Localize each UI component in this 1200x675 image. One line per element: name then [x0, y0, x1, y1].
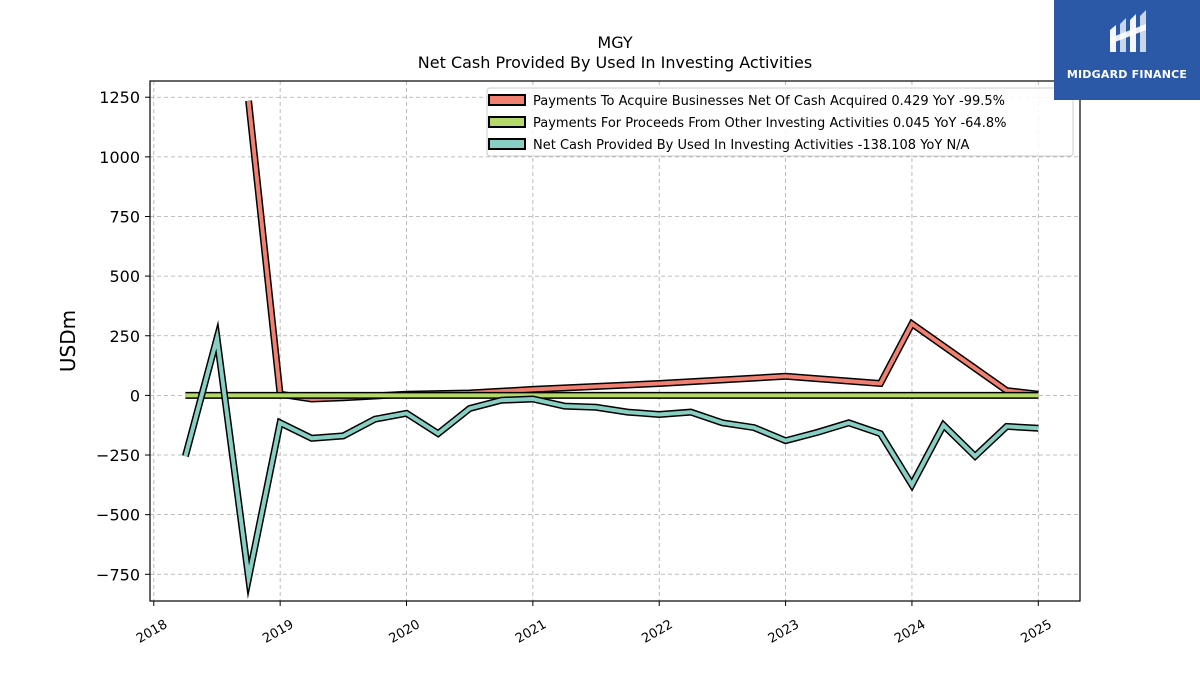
chart-title-line1: MGY	[597, 33, 632, 52]
legend: Payments To Acquire Businesses Net Of Ca…	[486, 87, 1074, 157]
y-tick-label: −500	[96, 506, 140, 525]
series-lines	[182, 100, 1039, 600]
legend-swatch	[488, 94, 526, 106]
legend-swatch	[488, 138, 526, 150]
y-axis-ticks: −750 −500 −250 0 250 500 750 1000 1250	[96, 88, 150, 584]
chart-title-line2: Net Cash Provided By Used In Investing A…	[418, 53, 812, 72]
y-tick-label: −750	[96, 565, 140, 584]
y-tick-label: 750	[109, 207, 140, 226]
legend-label: Net Cash Provided By Used In Investing A…	[533, 138, 970, 153]
y-tick-label: 250	[109, 327, 140, 346]
y-tick-label: 1000	[99, 148, 140, 167]
legend-label: Payments To Acquire Businesses Net Of Ca…	[533, 94, 1005, 109]
y-tick-label: 0	[130, 386, 140, 405]
legend-label: Payments For Proceeds From Other Investi…	[533, 116, 1006, 131]
midgard-finance-logo: MIDGARD FINANCE	[1054, 0, 1200, 100]
logo-text: MIDGARD FINANCE	[1066, 68, 1188, 81]
y-tick-label: 500	[109, 267, 140, 286]
y-tick-label: −250	[96, 446, 140, 465]
legend-swatch	[488, 116, 526, 128]
logo-mark-icon	[1110, 10, 1146, 52]
legend-box	[486, 87, 1074, 157]
series-line-net-cash-investing	[183, 327, 1039, 591]
y-axis-label: USDm	[56, 310, 80, 372]
series-line-payments-acquire-businesses	[246, 100, 1039, 402]
plot-frame	[149, 80, 1081, 602]
y-tick-label: 1250	[99, 88, 140, 107]
